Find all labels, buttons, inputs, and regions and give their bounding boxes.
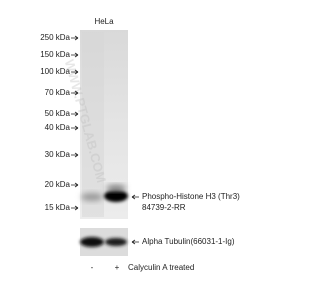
control-band xyxy=(80,237,104,247)
marker-label: 20 kDa xyxy=(45,180,71,189)
catalog-label: 84739-2-RR xyxy=(142,203,186,212)
control-label: Alpha Tubulin(66031-1-Ig) xyxy=(142,237,235,246)
marker-label: 250 kDa xyxy=(40,33,70,42)
treatment-label: Calyculin A treated xyxy=(128,263,194,272)
marker-arrow xyxy=(71,53,78,57)
arrow xyxy=(132,195,139,199)
marker-arrow xyxy=(71,153,78,157)
band-smear xyxy=(106,185,126,191)
lane-label: - xyxy=(91,263,94,272)
marker-arrow xyxy=(71,36,78,40)
marker-arrow xyxy=(71,126,78,130)
cell-line: HeLa xyxy=(94,17,114,26)
marker-label: 40 kDa xyxy=(45,123,71,132)
marker-label: 100 kDa xyxy=(40,67,70,76)
target-label: Phospho-Histone H3 (Thr3) xyxy=(142,192,240,201)
arrow xyxy=(132,240,139,244)
faint-band xyxy=(81,193,103,201)
lane-label: + xyxy=(115,263,120,272)
marker-label: 150 kDa xyxy=(40,50,70,59)
strong-band xyxy=(104,190,128,202)
marker-label: 15 kDa xyxy=(45,203,71,212)
control-band xyxy=(105,238,127,246)
marker-arrow xyxy=(71,206,78,210)
marker-label: 30 kDa xyxy=(45,150,71,159)
marker-arrow xyxy=(71,183,78,187)
marker-label: 50 kDa xyxy=(45,109,71,118)
marker-label: 70 kDa xyxy=(45,88,71,97)
